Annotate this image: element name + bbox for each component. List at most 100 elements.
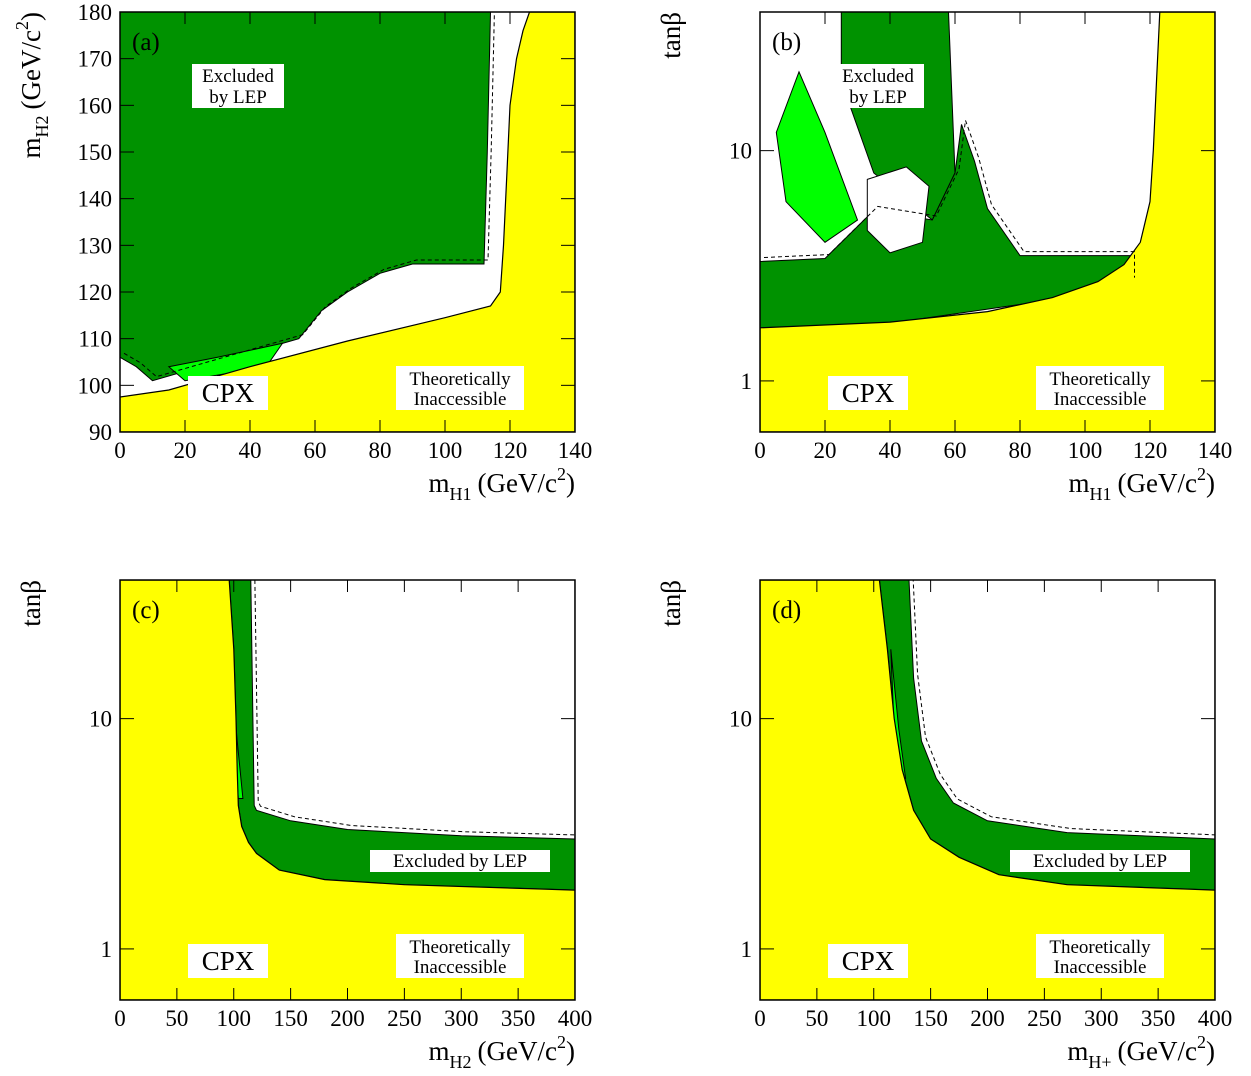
excluded-region-light xyxy=(775,70,859,243)
panel-tag: (b) xyxy=(772,29,801,56)
theory-label-box xyxy=(1036,366,1164,410)
panel-d: 0 50 100 150 200 250 300 350 400 1 10 mH+ (GeV/c2) ta… xyxy=(656,579,1233,1072)
y-axis-label: tanβ xyxy=(656,580,686,627)
excluded-label-box xyxy=(832,64,924,108)
x-axis-label: mH+ (GeV/c2) xyxy=(1067,1032,1215,1072)
x-tick-label: 140 xyxy=(558,438,593,463)
x-tick-label: 300 xyxy=(444,1006,479,1031)
excluded-label: Excluded xyxy=(842,66,914,87)
theory-region xyxy=(760,12,1215,432)
theory-label-box xyxy=(396,366,524,410)
x-tick-label: 0 xyxy=(754,1006,766,1031)
x-tick-label: 40 xyxy=(239,438,262,463)
excluded-label-box xyxy=(1010,850,1190,872)
scenario-label-box xyxy=(188,944,268,978)
x-tick-label: 300 xyxy=(1084,1006,1119,1031)
y-tick-label: 1 xyxy=(741,937,753,962)
expected-limit-curve xyxy=(123,12,495,378)
panel-tag: (a) xyxy=(132,29,160,56)
x-tick-label: 120 xyxy=(1133,438,1168,463)
x-tick-label: 20 xyxy=(174,438,197,463)
excluded-region-light xyxy=(167,342,284,382)
scenario-label: CPX xyxy=(842,378,895,408)
x-tick-label: 400 xyxy=(558,1006,593,1031)
scenario-label: CPX xyxy=(202,378,255,408)
theory-label: Theoretically xyxy=(1049,369,1151,390)
y-tick-label: 1 xyxy=(741,369,753,394)
scenario-label: CPX xyxy=(842,946,895,976)
y-axis-label: mH2(GeV/c2) xyxy=(12,12,52,158)
theory-label: Inaccessible xyxy=(1054,957,1147,978)
scenario-label: CPX xyxy=(202,946,255,976)
x-tick-label: 350 xyxy=(1141,1006,1176,1031)
y-tick-label: 90 xyxy=(89,420,112,445)
x-tick-label: 0 xyxy=(114,1006,126,1031)
x-tick-label: 100 xyxy=(857,1006,892,1031)
scenario-label-box xyxy=(828,944,908,978)
expected-limit-curve xyxy=(254,580,575,836)
y-tick-label: 180 xyxy=(78,0,113,25)
y-tick-label: 10 xyxy=(729,139,752,164)
x-tick-label: 60 xyxy=(944,438,967,463)
x-tick-label: 200 xyxy=(970,1006,1005,1031)
x-tick-label: 100 xyxy=(428,438,463,463)
excluded-label: Excluded xyxy=(202,66,274,87)
x-axis-label: mH2 (GeV/c2) xyxy=(429,1032,575,1072)
x-tick-label: 80 xyxy=(369,438,392,463)
x-tick-label: 80 xyxy=(1009,438,1032,463)
panel-b: 0 20 40 60 80 100 120 140 1 10 mH1 (GeV/c2) tanβ (b) E… xyxy=(656,11,1233,504)
x-axis-label: mH1 (GeV/c2) xyxy=(429,464,575,504)
x-tick-label: 250 xyxy=(387,1006,422,1031)
y-tick-label: 130 xyxy=(78,233,113,258)
y-tick-label: 10 xyxy=(729,707,752,732)
panel-tag: (d) xyxy=(772,597,801,624)
x-tick-label: 150 xyxy=(273,1006,308,1031)
expected-limit-curve xyxy=(763,120,1135,278)
x-axis-label: mH1 (GeV/c2) xyxy=(1069,464,1215,504)
excluded-label: by LEP xyxy=(209,87,267,108)
y-tick-label: 120 xyxy=(78,280,113,305)
theory-region xyxy=(120,12,575,432)
expected-limit-curve xyxy=(912,580,1215,836)
excluded-label: by LEP xyxy=(849,87,907,108)
panel-c: 0 50 100 150 200 250 300 350 400 1 10 mH2 (GeV/c2) ta… xyxy=(16,579,593,1072)
plot-regions xyxy=(760,12,1215,432)
y-tick-label: 110 xyxy=(78,327,112,352)
x-tick-label: 40 xyxy=(879,438,902,463)
scenario-label-box xyxy=(828,376,908,410)
excluded-label: Excluded by LEP xyxy=(393,851,527,872)
theory-label-box xyxy=(396,934,524,978)
panel-tag: (c) xyxy=(132,597,160,624)
x-tick-label: 100 xyxy=(1068,438,1103,463)
plot-frame xyxy=(759,11,1216,433)
panel-a: 0 20 40 60 80 100 120 140 90 100 110 120 130 140 150 16… xyxy=(12,0,592,504)
x-tick-label: 140 xyxy=(1198,438,1233,463)
theory-label: Theoretically xyxy=(409,369,511,390)
x-tick-label: 20 xyxy=(814,438,837,463)
theory-label: Inaccessible xyxy=(1054,389,1147,410)
theory-region xyxy=(760,580,1215,1000)
x-tick-label: 250 xyxy=(1027,1006,1062,1031)
x-tick-label: 120 xyxy=(493,438,528,463)
y-tick-label: 100 xyxy=(78,373,113,398)
theory-label: Inaccessible xyxy=(414,957,507,978)
x-tick-label: 150 xyxy=(913,1006,948,1031)
y-axis-label: tanβ xyxy=(16,580,46,627)
x-tick-label: 0 xyxy=(754,438,766,463)
plot-frame xyxy=(119,11,576,433)
theory-label-box xyxy=(1036,934,1164,978)
scenario-label-box xyxy=(188,376,268,410)
y-tick-label: 140 xyxy=(78,187,113,212)
theory-label: Theoretically xyxy=(409,937,511,958)
x-tick-label: 50 xyxy=(165,1006,188,1031)
y-tick-label: 160 xyxy=(78,93,113,118)
theory-label: Inaccessible xyxy=(414,389,507,410)
plot-regions xyxy=(760,580,1215,1000)
y-axis-label: tanβ xyxy=(656,12,686,59)
x-tick-label: 60 xyxy=(304,438,327,463)
y-tick-label: 1 xyxy=(101,937,113,962)
x-tick-label: 0 xyxy=(114,438,126,463)
x-tick-label: 400 xyxy=(1198,1006,1233,1031)
excluded-label: Excluded by LEP xyxy=(1033,851,1167,872)
